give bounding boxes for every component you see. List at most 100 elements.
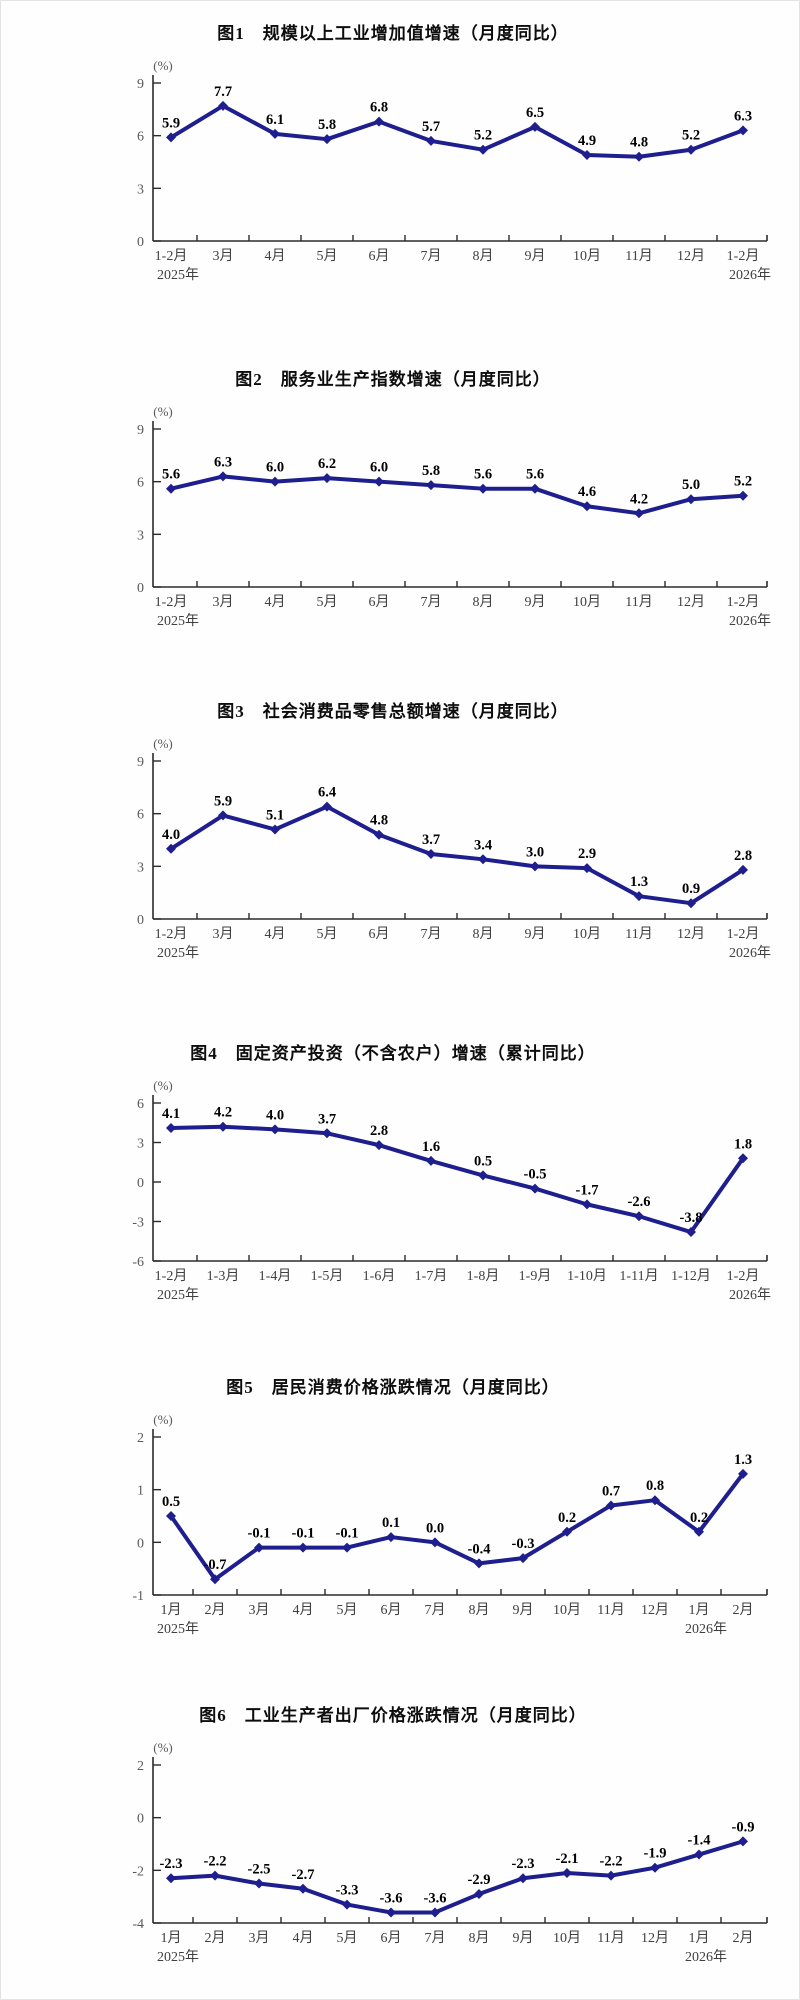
data-point-marker (254, 1542, 264, 1553)
chart-title: 图2 服务业生产指数增速（月度同比） (235, 370, 551, 389)
data-line (169, 1124, 745, 1235)
data-point-label: 6.0 (266, 460, 284, 476)
x-tick-label: 2月 (205, 1930, 226, 1946)
data-point-marker (478, 854, 488, 865)
data-point-marker (270, 128, 280, 139)
y-tick-label: 6 (137, 476, 144, 491)
x-tick-label: 10月 (553, 1602, 581, 1618)
data-point-label: 0.9 (682, 881, 700, 897)
data-point-label: 6.3 (214, 454, 232, 470)
x-tick-label: 1-2月 (727, 926, 760, 942)
data-point-marker (386, 1532, 396, 1543)
chart-figure-services-index: 图2 服务业生产指数增速（月度同比） (%) 0 3 6 9 1-2月 3月 4月 5月 6月 7月… (41, 369, 799, 655)
data-point-label: 4.2 (214, 1105, 232, 1121)
data-point-marker (322, 801, 332, 812)
x-tick-label: 3月 (213, 926, 234, 942)
data-point-marker (738, 490, 748, 501)
x-tick-label: 11月 (597, 1602, 624, 1618)
data-point-label: 3.7 (318, 1111, 336, 1127)
data-point-label: -0.5 (524, 1167, 547, 1183)
y-tick-label: 3 (137, 1137, 144, 1152)
data-point-marker (474, 1558, 484, 1569)
y-tick-label: 0 (137, 913, 144, 928)
y-tick-label: 1 (137, 1484, 144, 1499)
x-tick-label: 3月 (213, 248, 234, 264)
data-point-marker (270, 1124, 280, 1135)
data-point-marker (426, 1155, 436, 1166)
data-point-marker (582, 149, 592, 160)
data-point-marker (166, 132, 176, 143)
data-point-marker (738, 864, 748, 875)
data-point-marker (582, 863, 592, 874)
x-tick-label: 1-2月 (727, 248, 760, 264)
x-tick-label: 6月 (369, 594, 390, 610)
data-point-label: 6.8 (370, 100, 388, 116)
data-point-marker (650, 1495, 660, 1506)
y-tick-label: 3 (137, 528, 144, 543)
data-point-label: -0.9 (732, 1819, 755, 1835)
data-point-label: 5.9 (162, 115, 180, 131)
data-point-label: -3.3 (336, 1883, 359, 1899)
x-tick-label: 9月 (513, 1930, 534, 1946)
year-label: 2025年 (157, 1949, 199, 1965)
data-point-marker (634, 508, 644, 519)
chart-title: 图1 规模以上工业增加值增速（月度同比） (217, 24, 569, 43)
data-point-marker (686, 898, 696, 909)
x-tick-label: 8月 (473, 594, 494, 610)
x-tick-label: 4月 (265, 248, 286, 264)
data-point-marker (582, 501, 592, 512)
x-tick-label: 1-7月 (415, 1268, 448, 1284)
data-point-marker (374, 829, 384, 840)
data-point-marker (478, 1170, 488, 1181)
data-point-marker (386, 1907, 396, 1918)
data-point-marker (426, 480, 436, 491)
chart-figure-cpi: 图5 居民消费价格涨跌情况（月度同比） (%) -1 0 1 2 1月 2月 3月 4月 5月 6月… (41, 1377, 799, 1663)
data-point-label: -3.6 (424, 1890, 447, 1906)
data-point-marker (218, 471, 228, 482)
x-tick-label: 6月 (369, 248, 390, 264)
data-point-label: 4.1 (162, 1106, 180, 1122)
data-point-marker (322, 473, 332, 484)
unit-label: (%) (153, 736, 173, 751)
x-tick-label: 10月 (553, 1930, 581, 1946)
y-tick-label: 6 (137, 1097, 144, 1112)
data-point-label: 4.0 (162, 827, 180, 843)
x-tick-label: 1-3月 (207, 1268, 240, 1284)
x-tick-label: 1-6月 (363, 1268, 396, 1284)
data-point-marker (298, 1542, 308, 1553)
x-tick-label: 1-2月 (155, 926, 188, 942)
x-tick-label: 6月 (381, 1930, 402, 1946)
data-point-label: 1.3 (734, 1452, 752, 1468)
line-chart-canvas: (%) -1 0 1 2 1月 2月 3月 4月 5月 6月 7月 8月 9月 10月 11月 12月 1月 2月 2… (132, 1412, 768, 1637)
x-tick-label: 12月 (677, 926, 705, 942)
data-point-marker (634, 891, 644, 902)
data-point-marker (518, 1873, 528, 1884)
data-point-marker (606, 1870, 616, 1881)
data-point-label: 5.6 (526, 467, 544, 483)
data-point-marker (342, 1542, 352, 1553)
x-tick-label: 5月 (317, 594, 338, 610)
data-point-label: -0.4 (468, 1541, 491, 1557)
chart-figure-retail-sales: 图3 社会消费品零售总额增速（月度同比） (%) 0 3 6 9 1-2月 3月 4月 5月 6月… (41, 701, 799, 987)
x-tick-label: 1-4月 (259, 1268, 292, 1284)
chart-title: 图6 工业生产者出厂价格涨跌情况（月度同比） (199, 1706, 587, 1725)
data-point-label: -1.9 (644, 1846, 667, 1862)
data-line (169, 103, 745, 159)
data-point-marker (562, 1867, 572, 1878)
data-point-label: 5.2 (682, 128, 700, 144)
data-point-label: 5.9 (214, 793, 232, 809)
y-tick-label: 9 (137, 755, 144, 770)
y-tick-label: -4 (132, 1917, 144, 1932)
data-point-label: -2.3 (512, 1856, 535, 1872)
data-point-label: -2.7 (292, 1867, 315, 1883)
data-point-marker (686, 1227, 696, 1238)
data-line (169, 1471, 745, 1582)
data-point-label: 4.0 (266, 1107, 284, 1123)
x-tick-label: 1-12月 (671, 1268, 711, 1284)
x-tick-label: 1-5月 (311, 1268, 344, 1284)
data-point-marker (518, 1553, 528, 1564)
data-point-marker (478, 144, 488, 155)
data-point-marker (166, 1123, 176, 1134)
data-point-marker (374, 476, 384, 487)
